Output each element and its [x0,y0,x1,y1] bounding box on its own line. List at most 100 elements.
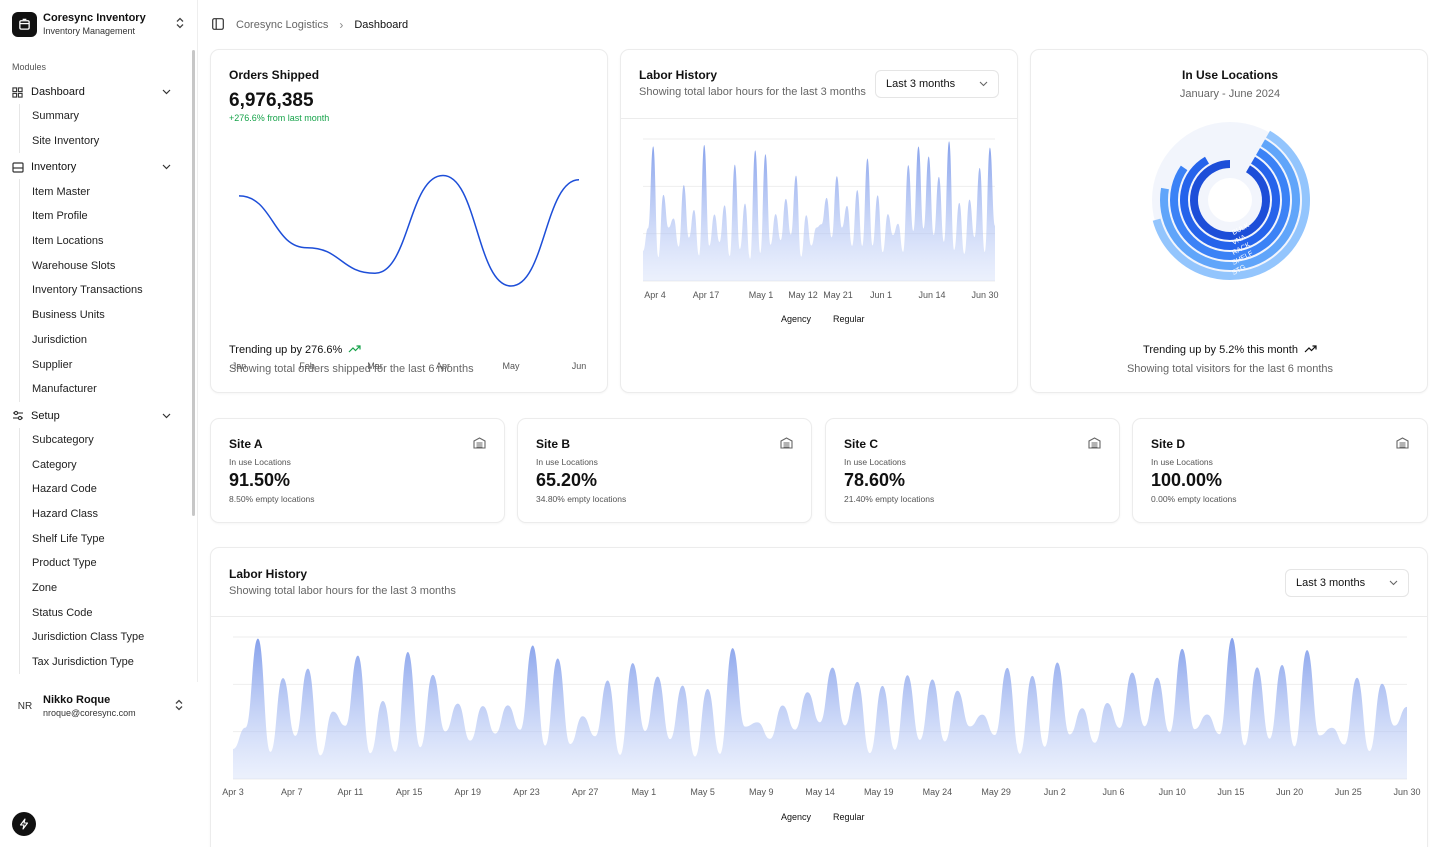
site-value: 65.20% [536,470,598,490]
app-name: Coresync Inventory [43,12,146,24]
nav-group-label: Dashboard [31,86,85,98]
sidebar-item-hazard-class[interactable]: Hazard Class [32,507,99,520]
in-use-locations-card: In Use Locations January - June 2024 BUL… [1030,49,1428,393]
x-tick-label: Jun 20 [1276,787,1303,797]
sidebar-item-item-locations[interactable]: Item Locations [32,235,104,248]
sidebar-item-zone[interactable]: Zone [32,582,58,595]
bolt-icon[interactable] [12,812,36,836]
site-name: Site D [1151,437,1186,451]
site-name: Site A [229,437,263,451]
x-tick-label: Apr 15 [396,787,423,797]
nav-group-dashboard[interactable]: Dashboard [0,80,197,104]
sidebar-item-item-master[interactable]: Item Master [32,185,91,198]
sidebar-scrollbar[interactable] [192,50,195,516]
sidebar-item-summary[interactable]: Summary [32,110,80,123]
site-name: Site B [536,437,571,451]
orders-trend-row: Trending up by 276.6% [229,344,361,356]
in-use-trend: Trending up by 5.2% this month [1143,344,1298,356]
x-tick-label: Mar [367,361,383,371]
radial-bar-shelf [1160,139,1300,270]
x-tick-label: May 1 [632,787,657,797]
orders-line [238,174,580,287]
nav-sub-setup: Subcategory Category Hazard Code Hazard … [19,427,197,675]
radial-bar-rack [1170,148,1290,260]
x-tick-label: May 14 [805,787,835,797]
site-label: In use Locations [844,457,906,467]
sidebar-item-tax-jurisdiction-type[interactable]: Tax Jurisdiction Type [32,656,134,669]
sidebar-item-warehouse-slots[interactable]: Warehouse Slots [32,259,116,272]
orders-footer: Showing total orders shipped for the las… [229,363,474,375]
site-card-c: Site C In use Locations 78.60% 21.40% em… [825,418,1120,523]
orders-line-chart: Jan Feb Mar Apr May Jun [232,174,586,371]
x-tick-label: May 19 [864,787,894,797]
chevron-down-icon [1389,577,1398,589]
in-use-footer: Showing total visitors for the last 6 mo… [1126,363,1334,375]
sidebar-item-business-units[interactable]: Business Units [32,309,105,322]
x-tick-label: Apr 3 [222,787,244,797]
x-tick-label: Apr 17 [693,290,720,300]
sidebar-item-subcategory[interactable]: Subcategory [32,433,94,446]
avatar: NR [17,700,33,712]
sidebar-item-site-inventory[interactable]: Site Inventory [32,135,100,148]
x-tick-label: Jun 10 [1159,787,1186,797]
range-select-small[interactable]: Last 3 months [875,70,999,98]
labor-small-title: Labor History [639,68,718,82]
sidebar-item-manufacturer[interactable]: Manufacturer [32,383,97,396]
labor-small-legend: Agency Regular [781,314,865,324]
x-tick-label: Jun 1 [870,290,892,300]
x-tick-label: May 9 [749,787,774,797]
sidebar-item-jurisdiction[interactable]: Jurisdiction [32,333,88,346]
legend-agency: Agency [781,314,812,324]
nav-group-setup[interactable]: Setup [0,404,197,428]
legend-regular: Regular [833,314,865,324]
site-label: In use Locations [536,457,598,467]
sidebar-item-supplier[interactable]: Supplier [32,358,73,371]
x-tick-label: May 24 [923,787,953,797]
x-tick-label: Apr 19 [455,787,482,797]
sidebar-toggle-icon[interactable] [212,18,224,33]
app-subtitle: Inventory Management [43,26,136,36]
x-tick-label: Jun 14 [918,290,945,300]
x-tick-label: May 21 [823,290,853,300]
x-tick-label: Jun 30 [1393,787,1420,797]
x-tick-label: May 5 [690,787,715,797]
labor-small-area-chart: Apr 4 Apr 17 May 1 May 12 May 21 Jun 1 Jun 14 J… [643,138,999,300]
sidebar-item-item-profile[interactable]: Item Profile [32,210,88,223]
section-label: Modules [12,62,47,72]
sidebar: Coresync Inventory Inventory Management … [0,0,198,730]
site-value: 91.50% [229,470,291,490]
labor-small-desc: Showing total labor hours for the last 3… [639,86,866,98]
radial-bar-vna [1180,156,1280,250]
nav-sub-inventory: Item Master Item Profile Item Locations … [19,179,197,402]
sidebar-item-hazard-code[interactable]: Hazard Code [32,483,97,496]
labor-large-area-chart: Apr 3 Apr 7 Apr 11 Apr 15 Apr 19 Apr 23 Apr 27… [222,636,1421,797]
x-tick-label: Apr [436,361,450,371]
site-empty: 21.40% empty locations [844,494,935,504]
site-card-d: Site D In use Locations 100.00% 0.00% em… [1132,418,1428,523]
chevron-down-icon [979,78,988,90]
sidebar-item-shelf-life-type[interactable]: Shelf Life Type [32,532,105,545]
legend-agency: Agency [781,812,812,822]
chevron-up-down-icon [174,699,184,714]
in-use-subtitle: January - June 2024 [1179,88,1281,100]
trending-up-icon [348,344,361,356]
nav-group-inventory[interactable]: Inventory [0,155,197,179]
sidebar-item-category[interactable]: Category [32,458,77,471]
warehouse-icon [1088,437,1101,452]
breadcrumb-parent[interactable]: Coresync Logistics [236,19,329,31]
user-menu[interactable]: NR Nikko Roque nroque@coresync.com [0,682,198,730]
chevron-up-down-icon [175,17,185,32]
sidebar-item-inventory-transactions[interactable]: Inventory Transactions [32,284,143,297]
sidebar-item-product-type[interactable]: Product Type [32,557,97,570]
chevron-down-icon [162,410,171,422]
orders-title: Orders Shipped [229,68,320,82]
site-name: Site C [844,437,879,451]
app-switcher[interactable]: Coresync Inventory Inventory Management [0,0,197,48]
range-select-large[interactable]: Last 3 months [1285,569,1409,597]
labor-area [643,141,995,281]
sidebar-item-status-code[interactable]: Status Code [32,606,93,619]
x-tick-label: Feb [299,361,315,371]
x-tick-label: Apr 23 [513,787,540,797]
sidebar-item-jurisdiction-class-type[interactable]: Jurisdiction Class Type [32,631,145,644]
site-empty: 34.80% empty locations [536,494,627,504]
